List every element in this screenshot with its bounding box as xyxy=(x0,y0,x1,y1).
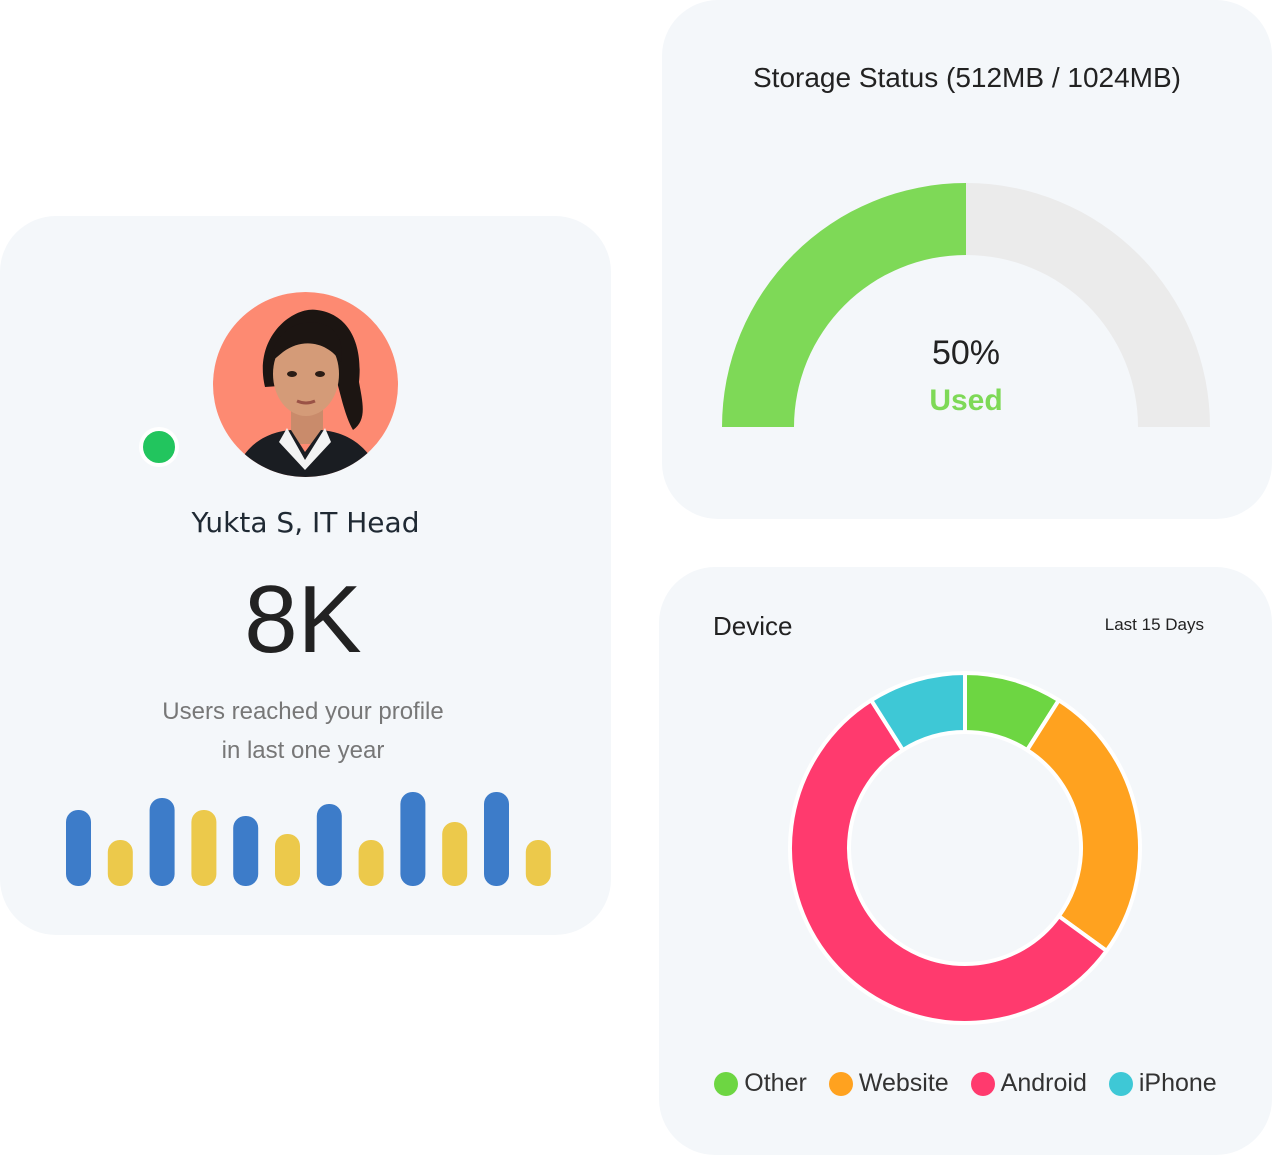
legend-item-android[interactable]: Android xyxy=(969,1069,1089,1098)
legend-swatch-other xyxy=(714,1071,739,1096)
profile-reach-count: 8K xyxy=(244,566,362,673)
avatar-image xyxy=(213,292,398,477)
person-photo-icon xyxy=(233,309,381,477)
device-card: Device Last 15 Days Other Website Androi… xyxy=(659,567,1272,1155)
profile-card: Yukta S, IT Head 8K Users reached your p… xyxy=(0,216,611,935)
gauge-used-arc xyxy=(722,183,966,427)
date-range-selector[interactable]: Last 15 Days xyxy=(1104,615,1204,634)
donut-slice-android[interactable] xyxy=(788,697,1110,1025)
device-title: Device xyxy=(713,611,793,641)
donut-slice-website[interactable] xyxy=(1024,697,1142,954)
activity-bar xyxy=(525,840,551,886)
caption-line-2: in last one year xyxy=(221,737,385,764)
storage-percent: 50% xyxy=(931,334,1001,372)
activity-bar xyxy=(66,810,91,886)
activity-bar xyxy=(400,792,426,886)
legend-item-other[interactable]: Other xyxy=(712,1069,809,1098)
activity-bar xyxy=(191,810,217,886)
storage-title: Storage Status (512MB / 1024MB) xyxy=(753,62,1181,93)
legend-swatch-android xyxy=(970,1071,995,1096)
legend-label-other: Other xyxy=(744,1069,807,1097)
legend-item-website[interactable]: Website xyxy=(827,1069,951,1098)
device-donut-chart xyxy=(788,670,1142,1025)
activity-bar xyxy=(442,822,468,886)
legend-label-iphone: iPhone xyxy=(1138,1069,1217,1097)
activity-bar xyxy=(275,834,300,886)
avatar[interactable] xyxy=(213,292,398,477)
storage-gauge xyxy=(722,183,1210,427)
profile-reach-caption: Users reached your profile in last one y… xyxy=(0,692,606,770)
gauge-free-arc xyxy=(966,183,1210,427)
chart-legend: Other Website Android iPhone xyxy=(659,1069,1272,1098)
activity-bar-chart xyxy=(66,792,551,886)
legend-label-android: Android xyxy=(1000,1069,1087,1097)
donut-slice-iphone[interactable] xyxy=(868,670,967,753)
legend-item-iphone[interactable]: iPhone xyxy=(1107,1069,1219,1098)
activity-bar xyxy=(233,816,259,886)
activity-bar xyxy=(358,840,384,886)
profile-name: Yukta S, IT Head xyxy=(191,506,420,539)
activity-bar xyxy=(107,840,133,886)
activity-bar xyxy=(149,798,175,886)
legend-swatch-iphone xyxy=(1108,1071,1133,1096)
caption-line-1: Users reached your profile xyxy=(162,698,444,725)
storage-status-card: Storage Status (512MB / 1024MB) 50% Used xyxy=(662,0,1272,519)
legend-label-website: Website xyxy=(858,1069,949,1097)
activity-bar xyxy=(484,792,509,886)
activity-bar xyxy=(316,804,342,886)
online-status-indicator xyxy=(139,427,179,467)
storage-used-label: Used xyxy=(929,384,1003,417)
legend-swatch-website xyxy=(828,1071,853,1096)
